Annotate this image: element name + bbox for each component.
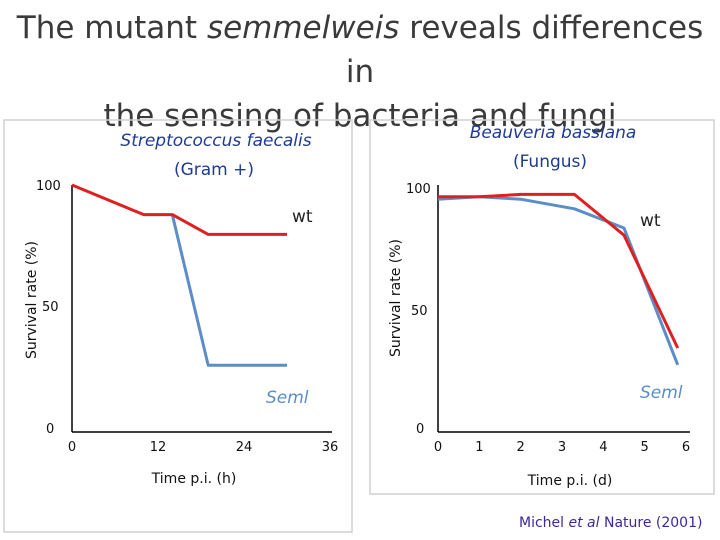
right-xtick-6: 6 xyxy=(682,440,690,455)
left-y-label: Survival rate (%) xyxy=(24,241,40,359)
right-chart-title: Beauveria bassiana xyxy=(470,123,637,143)
left-seml-line xyxy=(170,214,287,367)
left-xtick-12: 12 xyxy=(150,440,167,455)
right-x-ticks: 0 1 2 3 4 5 6 xyxy=(434,440,690,455)
right-ytick-100: 100 xyxy=(406,182,431,197)
left-xtick-24: 24 xyxy=(236,440,253,455)
right-xtick-4: 4 xyxy=(599,440,607,455)
left-chart-subtitle: (Gram +) xyxy=(174,160,254,180)
right-xtick-1: 1 xyxy=(475,440,483,455)
left-x-ticks: 0 12 24 36 xyxy=(68,440,338,455)
title-italic: semmelweis xyxy=(206,10,400,46)
panel-right: Beauveria bassiana (Fungus) 100 50 0 Sur… xyxy=(369,119,715,495)
panel-right-frame xyxy=(369,119,715,495)
citation: Michel et al Nature (2001) xyxy=(519,515,702,531)
slide-title: The mutant semmelweis reveals difference… xyxy=(0,6,720,138)
right-ytick-0: 0 xyxy=(416,422,424,437)
right-chart-subtitle: (Fungus) xyxy=(513,152,587,172)
left-wt-label: wt xyxy=(292,207,313,227)
right-xtick-0: 0 xyxy=(434,440,442,455)
panel-left: Streptococcus faecalis (Gram +) 100 50 0… xyxy=(3,119,353,533)
left-chart-title: Streptococcus faecalis xyxy=(120,131,311,151)
left-ytick-50: 50 xyxy=(42,300,59,315)
right-y-label: Survival rate (%) xyxy=(388,239,404,357)
panel-left-frame xyxy=(3,119,353,533)
left-wt-line xyxy=(71,183,287,236)
right-ytick-50: 50 xyxy=(411,304,428,319)
title-suffix: reveals differences in xyxy=(345,10,704,90)
left-x-label: Time p.i. (h) xyxy=(151,471,237,487)
left-ytick-0: 0 xyxy=(46,422,54,437)
left-seml-label: Seml xyxy=(266,388,309,408)
citation-author: Michel xyxy=(519,515,569,531)
left-ytick-100: 100 xyxy=(36,179,61,194)
right-xtick-2: 2 xyxy=(517,440,525,455)
title-prefix: The mutant xyxy=(16,10,207,46)
left-xtick-0: 0 xyxy=(68,440,76,455)
citation-journal: Nature (2001) xyxy=(599,515,703,531)
right-wt-line xyxy=(438,192,680,349)
right-xtick-5: 5 xyxy=(641,440,649,455)
title-line2: the sensing of bacteria and fungi xyxy=(103,98,617,134)
left-xtick-36: 36 xyxy=(322,440,339,455)
right-xtick-3: 3 xyxy=(558,440,566,455)
right-seml-label: Seml xyxy=(640,383,683,403)
right-x-label: Time p.i. (d) xyxy=(527,473,613,489)
citation-etal: et al xyxy=(568,515,600,531)
right-wt-label: wt xyxy=(640,211,661,231)
